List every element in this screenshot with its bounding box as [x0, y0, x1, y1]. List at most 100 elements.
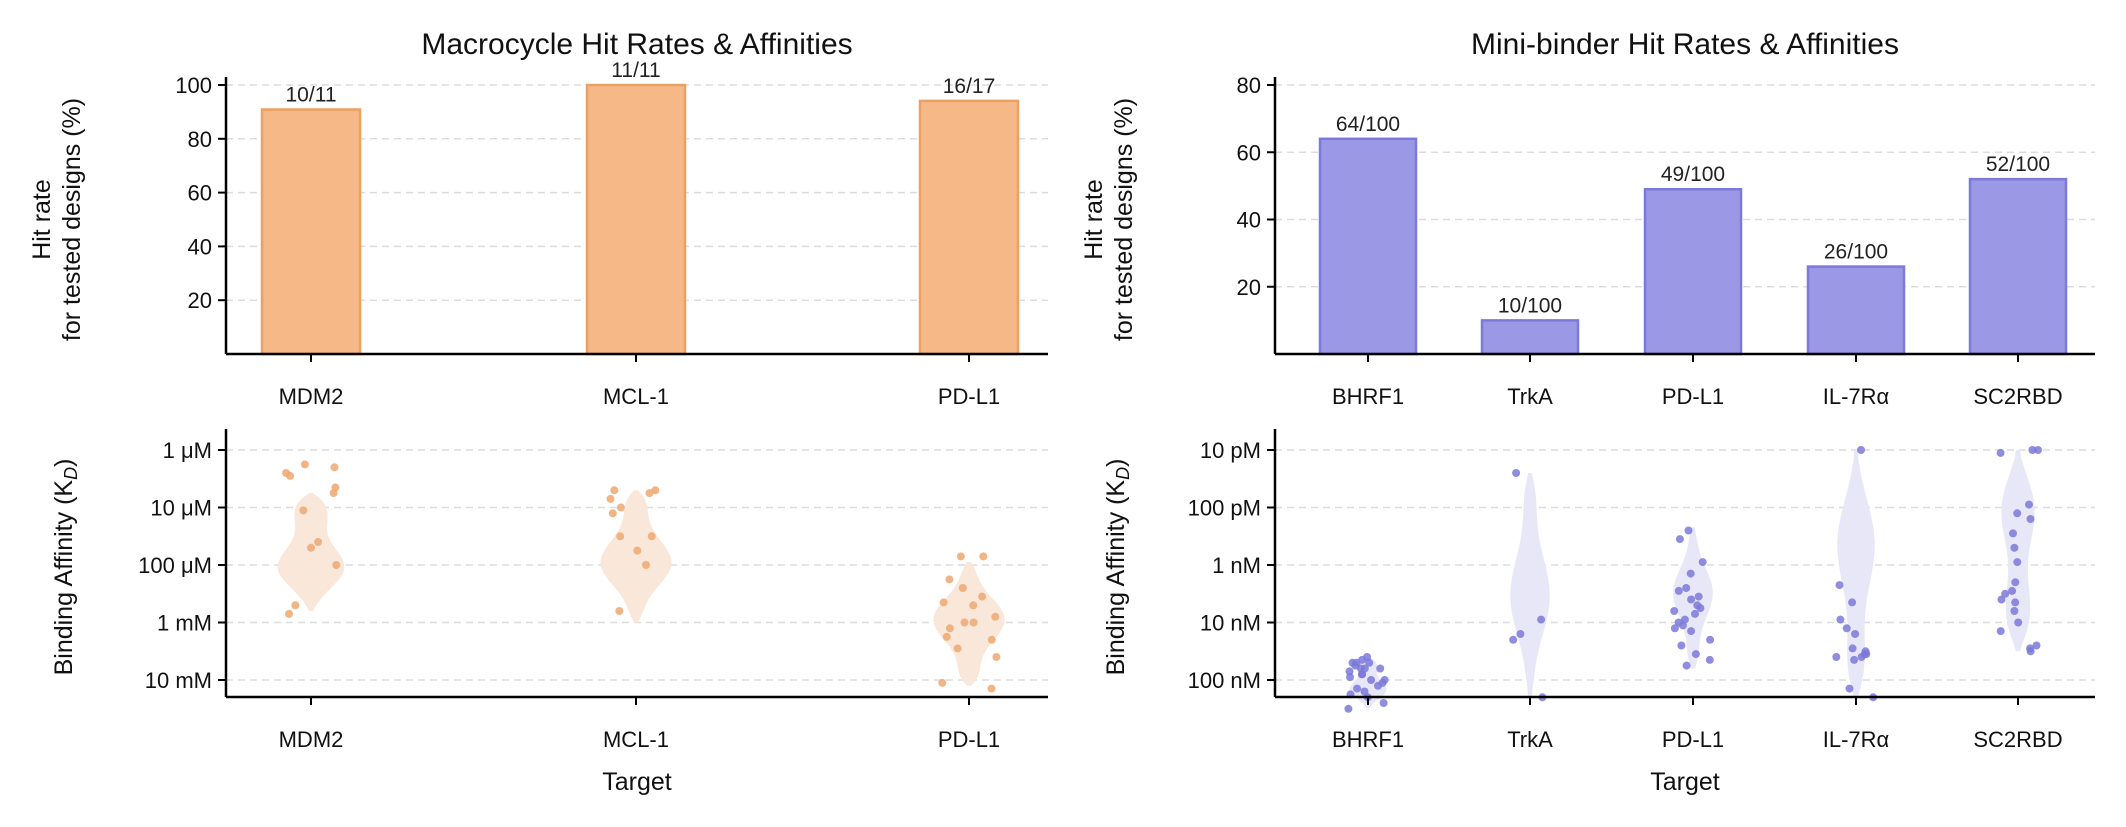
bar-chart-2-data-label: 52/100: [1986, 153, 2050, 176]
bar-chart-1-x-tick-label: MDM2: [279, 384, 344, 409]
affinity-chart-2-point-il-7r-: [1857, 653, 1866, 661]
bar-chart-2-y-tick-label: 40: [1237, 208, 1261, 233]
affinity-chart-1-point-mcl-1: [616, 532, 625, 541]
affinity-chart-2-y-axis-label: Binding Affinity (KD): [1102, 459, 1133, 676]
affinity-chart-1-point-mdm2: [331, 483, 340, 492]
affinity-chart-1-point-pd-l1: [992, 653, 1001, 661]
affinity-chart-1-point-mdm2: [285, 609, 293, 618]
affinity-chart-1-point-mdm2: [314, 538, 323, 546]
bar-chart-1-bar-mdm2: [260, 108, 362, 356]
affinity-chart-2-y-tick-label: 10 pM: [1200, 438, 1261, 463]
affinity-chart-2-x-tick-label: BHRF1: [1332, 727, 1404, 752]
affinity-chart-1-y-tick-label: 100 μM: [138, 553, 212, 578]
affinity-chart-1-point-mcl-1: [645, 489, 654, 498]
affinity-chart-1-violin-mdm2: [277, 493, 345, 611]
bar-chart-2-data-label: 49/100: [1661, 163, 1725, 186]
bar-chart-2-y-tick-label: 20: [1237, 275, 1261, 300]
affinity-chart-2-x-axis-label: Target: [1650, 768, 1720, 796]
affinity-chart-1-point-mdm2: [291, 601, 300, 610]
affinity-chart-1-y-axis-label: Binding Affinity (KD): [50, 459, 81, 676]
affinity-chart-2-point-pd-l1: [1674, 618, 1683, 627]
affinity-chart-1-y-tick-label: 1 mM: [157, 611, 212, 636]
affinity-chart-1-point-pd-l1: [958, 584, 967, 592]
affinity-chart-2-point-pd-l1: [1687, 595, 1696, 604]
affinity-chart-2-point-trka: [1512, 469, 1521, 477]
affinity-chart-1-point-pd-l1: [942, 632, 951, 641]
affinity-chart-2-point-sc2rbd: [2013, 558, 2022, 567]
affinity-chart-2-point-pd-l1: [1682, 584, 1691, 592]
affinity-chart-2-x-tick-label: PD-L1: [1662, 727, 1724, 752]
affinity-chart-2-point-sc2rbd: [2001, 589, 2010, 598]
bar-chart-1-y-tick-label: 20: [188, 288, 212, 313]
affinity-chart-1-x-axis-label: Target: [602, 768, 672, 796]
affinity-chart-1-point-pd-l1: [945, 575, 954, 584]
affinity-chart-1-point-pd-l1: [987, 635, 996, 644]
affinity-chart-2-point-sc2rbd: [2025, 500, 2033, 509]
affinity-chart-2-point-sc2rbd: [2010, 607, 2019, 615]
affinity-chart-2-point-pd-l1: [1670, 607, 1679, 615]
affinity-chart-2-violin-il-7r-: [1837, 450, 1875, 698]
affinity-chart-2-point-bhrf1: [1353, 684, 1362, 693]
bar-chart-1-data-label: 11/11: [611, 59, 660, 82]
bar-chart-1-data-label: 16/17: [943, 75, 996, 98]
affinity-chart-2-point-il-7r-: [1832, 653, 1841, 661]
bar-chart-2-y-tick-label: 80: [1237, 73, 1261, 98]
affinity-chart-2-point-sc2rbd: [2032, 641, 2041, 650]
affinity-chart-2-point-sc2rbd: [1996, 448, 2005, 457]
affinity-chart-2-point-il-7r-: [1845, 684, 1854, 693]
bar-chart-2-y-tick-label: 60: [1237, 140, 1261, 165]
affinity-chart-2-point-sc2rbd: [2010, 543, 2019, 552]
bar-chart-2-y-axis-label: Hit ratefor tested designs (%): [1080, 98, 1138, 341]
bar-chart-2-bar-pd-l1: [1643, 187, 1743, 356]
bar-chart-1-y-tick-label: 60: [188, 181, 212, 206]
bar-chart-2-bar-il-7r-: [1806, 265, 1906, 356]
affinity-chart-1-point-pd-l1: [979, 552, 988, 561]
affinity-chart-2-point-pd-l1: [1705, 655, 1714, 664]
affinity-chart-1-point-mcl-1: [647, 532, 656, 541]
affinity-chart-2-point-sc2rbd: [2014, 618, 2023, 627]
affinity-chart-2-point-sc2rbd: [2011, 598, 2020, 607]
affinity-chart-2-point-bhrf1: [1344, 704, 1353, 713]
affinity-chart-1-point-mdm2: [286, 471, 295, 480]
bar-chart-2-x-tick-label: SC2RBD: [1973, 384, 2062, 409]
affinity-chart-1-point-mdm2: [300, 460, 309, 469]
affinity-chart-2-point-sc2rbd: [2008, 586, 2017, 595]
bar-chart-1-y-tick-label: 80: [188, 127, 212, 152]
affinity-chart-2-point-il-7r-: [1848, 598, 1857, 607]
affinity-chart-2-point-pd-l1: [1706, 635, 1715, 644]
affinity-chart-2-point-sc2rbd: [2028, 446, 2037, 454]
affinity-chart-1-point-pd-l1: [938, 678, 947, 687]
bar-chart-2-data-label: 10/100: [1498, 294, 1562, 317]
bar-chart-1-bar-pd-l1: [918, 99, 1020, 356]
affinity-chart-2-x-tick-label: IL-7Rα: [1823, 727, 1890, 752]
affinity-chart-1-y-tick-label: 1 μM: [163, 438, 212, 463]
affinity-chart-1-point-mcl-1: [616, 503, 625, 512]
affinity-chart-1-point-pd-l1: [956, 552, 965, 561]
bar-chart-2-bar-trka: [1480, 319, 1580, 356]
affinity-chart-2-point-bhrf1: [1365, 658, 1374, 667]
affinity-chart-2-point-pd-l1: [1682, 661, 1691, 670]
affinity-chart-2-point-bhrf1: [1352, 658, 1361, 667]
affinity-chart-2-point-sc2rbd: [1997, 595, 2006, 604]
affinity-chart-2-point-sc2rbd: [2034, 446, 2042, 454]
affinity-chart-1-point-mdm2: [299, 506, 308, 515]
affinity-chart-2-y-tick-label: 100 nM: [1188, 668, 1261, 693]
affinity-chart-1-violin-pd-l1: [933, 562, 1005, 686]
affinity-chart-2-y-tick-label: 1 nM: [1212, 553, 1261, 578]
affinity-chart-1-x-tick-label: PD-L1: [938, 727, 1000, 752]
affinity-chart-2-point-bhrf1: [1376, 664, 1385, 673]
affinity-chart-1-point-mcl-1: [615, 607, 624, 615]
affinity-chart-2-point-il-7r-: [1835, 581, 1844, 590]
bar-chart-2-data-label: 64/100: [1336, 113, 1400, 136]
affinity-chart-2-point-pd-l1: [1684, 526, 1693, 535]
affinity-chart-1-point-mdm2: [330, 463, 339, 472]
affinity-chart-1-x-tick-label: MDM2: [279, 727, 344, 752]
affinity-chart-2-point-il-7r-: [1851, 630, 1860, 638]
affinity-chart-2-point-pd-l1: [1675, 535, 1684, 544]
affinity-chart-2-point-sc2rbd: [2009, 529, 2017, 538]
affinity-chart-1-point-pd-l1: [978, 592, 987, 601]
affinity-chart-2-point-sc2rbd: [2011, 578, 2020, 587]
affinity-chart-2-violin-trka: [1510, 473, 1550, 698]
bar-chart-1-bar-mcl-1: [585, 83, 687, 356]
